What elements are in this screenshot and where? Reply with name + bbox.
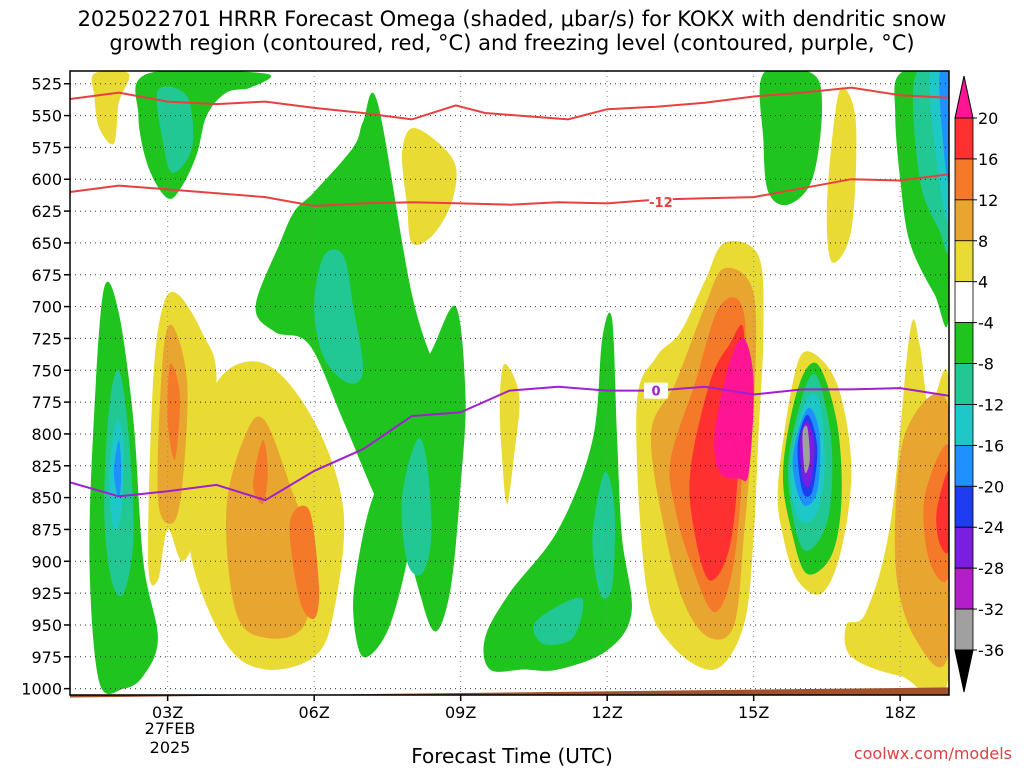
y-tick-label: 650 (31, 234, 62, 253)
x-tick-label: 12Z (592, 703, 623, 722)
omega-region-6 (113, 440, 122, 498)
omega-region-46 (936, 471, 949, 554)
y-tick-label: 525 (31, 75, 62, 94)
freezing_level-contour (70, 385, 949, 502)
y-tick-label: 1000 (21, 680, 62, 699)
omega-region-0 (91, 71, 130, 145)
colorbar-bin (954, 281, 974, 324)
chart-title-line2: growth region (contoured, red, °C) and f… (109, 31, 915, 55)
y-tick-label: 850 (31, 489, 62, 508)
x-tick-label: 15Z (738, 703, 769, 722)
x-axis-title: Forecast Time (UTC) (411, 744, 613, 768)
omega-region-18 (401, 438, 432, 576)
y-tick-label: 550 (31, 107, 62, 126)
freezing_level-label-bg (644, 382, 668, 399)
colorbar-bin (954, 322, 974, 364)
y-tick-label: 875 (31, 520, 62, 539)
colorbar-bin (954, 608, 974, 651)
colorbar: 20 16 12 8 4 -4 -8 -12 -16 -20 -24 -28 -32 -36 (954, 75, 1004, 693)
y-tick-label: 800 (31, 425, 62, 444)
site-credit: coolwx.com/models (853, 744, 1012, 763)
freezing_level-label: 0 (651, 385, 660, 400)
axes-layer: 525 550 575 600 625 650 675 700 725 750 775 800 825 8… (21, 70, 950, 722)
y-tick-label: 700 (31, 298, 62, 317)
omega-region-28 (714, 337, 754, 482)
x-tick-label: 03Z (152, 703, 183, 722)
dgz_upper-contour (70, 86, 949, 121)
plot-frame (69, 70, 950, 696)
y-tick-label: 675 (31, 266, 62, 285)
y-tick-label: 975 (31, 648, 62, 667)
colorbar-bin (954, 199, 974, 242)
colorbar-bin (954, 363, 974, 405)
y-tick-label: 825 (31, 457, 62, 476)
omega-region-38 (802, 425, 810, 474)
colorbar-label: -20 (978, 477, 1004, 496)
omega-region-20 (499, 363, 520, 505)
omega-region-21 (483, 312, 632, 672)
colorbar-bin (954, 158, 974, 201)
dgz_lower-label: -12 (649, 196, 673, 211)
colorbar-bin (954, 567, 974, 610)
colorbar-bin (954, 485, 974, 528)
omega-region-29 (759, 71, 822, 206)
date-label-year: 2025 (149, 738, 191, 757)
x-tick-label: 06Z (299, 703, 330, 722)
colorbar-label: -8 (978, 355, 994, 374)
colorbar-label: -32 (978, 600, 1004, 619)
y-tick-label: 775 (31, 393, 62, 412)
omega-region-13 (253, 440, 268, 505)
omega-region-12 (289, 505, 320, 620)
colorbar-bin (954, 404, 974, 446)
colorbar-label: 12 (978, 191, 998, 210)
chart-title-line1: 2025022701 HRRR Forecast Omega (shaded, … (77, 7, 947, 31)
x-tick-label: 09Z (445, 703, 476, 722)
y-tick-label: 925 (31, 584, 62, 603)
omega-region-9 (167, 363, 181, 460)
grid-layer (70, 71, 949, 695)
omega-shading-layer (70, 71, 949, 695)
colorbar-bin (954, 526, 974, 569)
omega-region-11 (225, 416, 315, 639)
omega-region-15 (353, 452, 413, 658)
y-tick-label: 600 (31, 170, 62, 189)
colorbar-label: -24 (978, 518, 1004, 537)
colorbar-label: -16 (978, 436, 1004, 455)
colorbar-bin (954, 240, 974, 283)
dgz_lower-contour (70, 173, 949, 208)
colorbar-top-arrow (954, 75, 974, 119)
omega-region-22 (533, 597, 584, 646)
y-tick-label: 950 (31, 616, 62, 635)
colorbar-bottom-arrow (954, 649, 974, 693)
x-tick-label: 18Z (885, 703, 916, 722)
colorbar-label: 4 (978, 273, 988, 292)
colorbar-label: -36 (978, 641, 1004, 660)
colorbar-label: -28 (978, 559, 1004, 578)
colorbar-label: 16 (978, 150, 998, 169)
omega-region-17 (314, 249, 364, 384)
y-tick-label: 750 (31, 361, 62, 380)
colorbar-label: 20 (978, 109, 998, 128)
omega-region-42 (939, 71, 949, 184)
omega-region-30 (826, 87, 857, 263)
omega-region-44 (894, 393, 949, 668)
omega-region-2 (156, 86, 194, 173)
omega-region-19 (401, 127, 457, 246)
y-tick-label: 725 (31, 329, 62, 348)
colorbar-bin (954, 444, 974, 487)
colorbar-label: -4 (978, 314, 994, 333)
colorbar-label: -12 (978, 395, 1004, 414)
y-tick-label: 900 (31, 552, 62, 571)
dgz_lower-label-bg (648, 194, 673, 211)
y-tick-label: 575 (31, 138, 62, 157)
omega-region-23 (592, 471, 615, 599)
contour-layer: -12 0 (70, 86, 949, 502)
colorbar-bin (954, 117, 974, 160)
colorbar-label: 8 (978, 232, 988, 251)
y-tick-label: 625 (31, 202, 62, 221)
date-label-day: 27FEB (144, 719, 196, 738)
